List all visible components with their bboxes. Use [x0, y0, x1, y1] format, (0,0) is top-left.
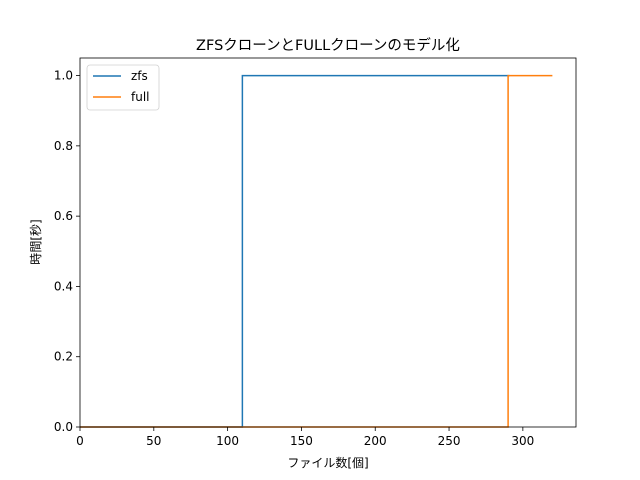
legend-label-full: full — [131, 90, 150, 104]
y-tick-label: 0.2 — [54, 350, 73, 364]
x-tick-label: 150 — [290, 434, 313, 448]
x-tick-label: 100 — [216, 434, 239, 448]
chart-title: ZFSクローンとFULLクローンのモデル化 — [196, 36, 460, 54]
x-axis-ticks: 0 50 100 150 200 250 300 — [76, 427, 534, 448]
x-tick-label: 300 — [511, 434, 534, 448]
y-axis-ticks: 0.0 0.2 0.4 0.6 0.8 1.0 — [54, 69, 80, 434]
plot-area — [79, 57, 577, 428]
legend: zfs full — [86, 64, 160, 111]
y-tick-label: 0.0 — [54, 420, 73, 434]
x-axis-label: ファイル数[個] — [287, 455, 368, 470]
axes-background — [80, 58, 576, 427]
x-tick-label: 200 — [364, 434, 387, 448]
y-tick-label: 0.8 — [54, 139, 73, 153]
x-tick-label: 0 — [76, 434, 84, 448]
x-tick-label: 250 — [438, 434, 461, 448]
x-tick-label: 50 — [146, 434, 161, 448]
axes-frame — [79, 57, 577, 428]
y-tick-label: 0.6 — [54, 209, 73, 223]
y-axis-label: 時間[秒] — [29, 219, 43, 264]
y-tick-label: 0.4 — [54, 279, 73, 293]
legend-label-zfs: zfs — [131, 69, 148, 83]
y-tick-label: 1.0 — [54, 69, 73, 83]
